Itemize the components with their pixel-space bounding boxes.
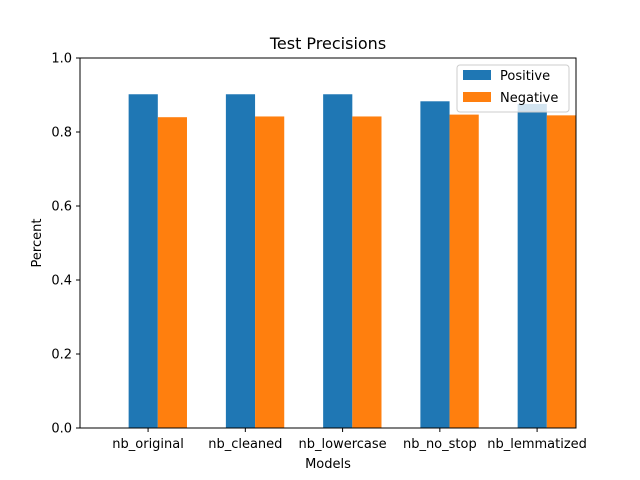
x-axis: nb_original nb_cleaned nb_lowercase nb_no_s… bbox=[112, 428, 587, 452]
bar-positive-nb_lemmatized bbox=[517, 103, 547, 428]
y-tick-label: 0.6 bbox=[51, 200, 72, 215]
plot-frame bbox=[79, 57, 577, 429]
bar-negative-nb_lemmatized bbox=[546, 115, 576, 428]
bar-negative-nb_lowercase bbox=[352, 116, 382, 429]
y-axis-label: Percent bbox=[30, 219, 45, 268]
y-tick-label: 1.0 bbox=[51, 52, 72, 67]
bar-positive-nb_cleaned bbox=[225, 94, 256, 428]
y-tick-label: 0.0 bbox=[51, 422, 72, 437]
x-tick-label: nb_original bbox=[112, 437, 184, 452]
bars-group bbox=[128, 94, 576, 429]
y-axis: 0.0 0.2 0.4 0.6 0.8 1.0 bbox=[51, 52, 80, 437]
y-tick-label: 0.4 bbox=[51, 274, 72, 289]
legend-label-negative: Negative bbox=[500, 91, 558, 106]
bar-positive-nb_original bbox=[128, 94, 158, 428]
bar-negative-nb_no_stop bbox=[449, 114, 479, 429]
bar-positive-nb_lowercase bbox=[323, 94, 353, 428]
legend-swatch-negative bbox=[463, 92, 491, 102]
legend-label-positive: Positive bbox=[500, 69, 550, 84]
y-tick-label: 0.8 bbox=[51, 126, 72, 141]
chart-title: Test Precisions bbox=[269, 34, 386, 53]
bar-negative-nb_cleaned bbox=[255, 116, 285, 429]
y-tick-label: 0.2 bbox=[51, 348, 72, 363]
legend-swatch-positive bbox=[463, 70, 491, 80]
x-tick-label: nb_cleaned bbox=[208, 437, 282, 452]
x-axis-label: Models bbox=[305, 457, 351, 472]
legend: Positive Negative bbox=[456, 64, 570, 113]
bar-positive-nb_no_stop bbox=[420, 101, 450, 428]
x-tick-label: nb_lowercase bbox=[299, 437, 387, 452]
x-tick-label: nb_lemmatized bbox=[487, 437, 587, 452]
x-tick-label: nb_no_stop bbox=[403, 437, 477, 452]
bar-negative-nb_original bbox=[157, 117, 187, 428]
